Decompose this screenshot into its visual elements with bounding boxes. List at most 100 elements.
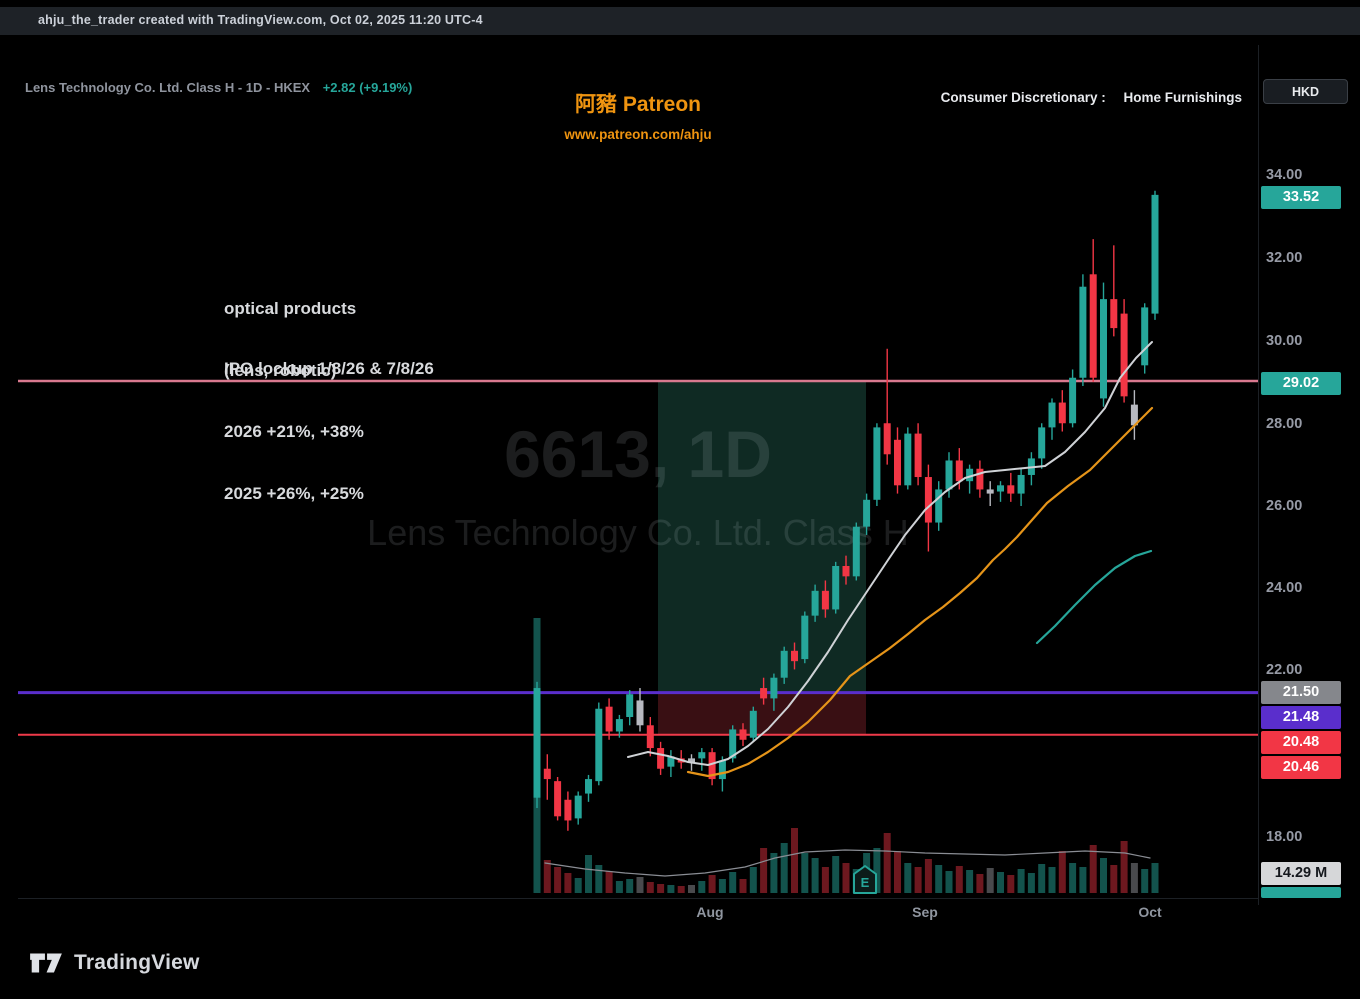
publish-top-bar: ahju_the_trader created with TradingView…	[0, 7, 1360, 35]
candle-body	[821, 590, 829, 610]
volume-bar	[1027, 873, 1035, 893]
earnings-icon-letter: E	[861, 875, 870, 890]
volume-bar	[780, 843, 788, 893]
tradingview-logo[interactable]: TradingView	[28, 948, 200, 978]
time-axis[interactable]: Aug Sep Oct	[18, 898, 1258, 935]
time-label: Oct	[1138, 904, 1162, 920]
candle-body	[605, 706, 613, 732]
candle-body	[894, 439, 901, 486]
note-line: 2026 +21%, +38%	[224, 422, 364, 441]
note-line: optical products	[224, 299, 357, 318]
candle-body	[1141, 307, 1149, 366]
volume-bar	[615, 881, 623, 893]
candle-body	[1120, 313, 1128, 397]
candle-body	[543, 768, 551, 780]
candle-body	[1100, 299, 1107, 399]
volume-bar	[1100, 858, 1107, 893]
volume-bar	[564, 873, 572, 893]
volume-bar	[554, 867, 562, 893]
candle-body	[595, 708, 603, 782]
volume-bar	[605, 871, 613, 893]
price-badge: 20.46	[1261, 755, 1341, 779]
candle-body	[801, 615, 809, 660]
candle-body	[791, 650, 798, 662]
volume-bar	[1069, 863, 1077, 893]
volume-bar	[1110, 865, 1118, 893]
volume-bar	[997, 872, 1004, 893]
candle-body	[955, 460, 963, 482]
volume-bar	[574, 878, 582, 893]
sector-info: Consumer Discretionary : Home Furnishing…	[941, 90, 1242, 105]
tradingview-logo-text: TradingView	[74, 951, 200, 974]
volume-bar	[760, 848, 768, 893]
candle-body	[986, 489, 994, 494]
publish-attribution-text: ahju_the_trader created with TradingView…	[38, 13, 483, 27]
volume-bar	[667, 885, 675, 893]
candle-body	[667, 756, 675, 767]
candle-body	[1017, 474, 1025, 494]
price-badge: 21.50	[1261, 680, 1341, 704]
price-badge: 14.29 M	[1261, 861, 1341, 885]
candle-body	[914, 433, 922, 478]
volume-bar	[1141, 869, 1149, 893]
next-volume-badge-partial	[1261, 887, 1341, 898]
volume-bar	[646, 882, 654, 893]
candle-body	[1089, 274, 1097, 378]
price-tick: 32.00	[1266, 250, 1303, 266]
volume-bar	[585, 855, 592, 893]
candle-body	[1130, 404, 1138, 426]
volume-bar	[1079, 867, 1087, 893]
candle-body	[1069, 377, 1077, 424]
candle-body	[832, 565, 840, 610]
volume-bar	[708, 875, 716, 893]
volume-bar	[657, 884, 665, 893]
candle-body	[770, 677, 778, 699]
chart-canvas[interactable]: 6613, 1D Lens Technology Co. Ltd. Class H…	[18, 45, 1258, 905]
symbol-header: Lens Technology Co. Ltd. Class H - 1D - …	[25, 80, 412, 95]
volume-bar	[966, 870, 974, 893]
currency-button[interactable]: HKD	[1263, 79, 1348, 104]
candle-body	[585, 779, 592, 794]
volume-bar	[801, 853, 809, 893]
candle-body	[1110, 299, 1118, 329]
candle-body	[688, 758, 695, 763]
candle-body	[1079, 286, 1087, 378]
price-badge: 20.48	[1261, 730, 1341, 754]
candle-body	[646, 725, 654, 749]
volume-bar	[1048, 867, 1056, 893]
volume-bar	[914, 867, 922, 893]
volume-bar	[1130, 863, 1138, 893]
candle-body	[636, 700, 644, 726]
candle-body	[1048, 402, 1056, 428]
candle-body	[976, 468, 984, 490]
candle-body	[863, 499, 871, 527]
volume-bar	[924, 859, 932, 893]
volume-bar	[739, 879, 747, 893]
price-axis[interactable]: 34.00 32.00 30.00 28.00 26.00 24.00 22.00 18.00…	[1258, 45, 1360, 905]
volume-bar	[791, 828, 798, 893]
volume-bar	[688, 885, 695, 893]
candle-body	[533, 688, 541, 798]
candle-body	[1151, 194, 1159, 314]
candle-body	[842, 565, 850, 577]
branding-url[interactable]: www.patreon.com/ahju	[564, 127, 712, 142]
candle-body	[1038, 427, 1046, 459]
candle-body	[698, 752, 706, 759]
volume-bar	[1058, 851, 1066, 893]
symbol-watermark-line2: Lens Technology Co. Ltd. Class H	[367, 512, 909, 553]
volume-bar	[976, 874, 984, 893]
volume-bar	[945, 871, 953, 893]
price-tick: 22.00	[1266, 662, 1303, 678]
candle-body	[626, 694, 634, 718]
volume-bar	[636, 877, 644, 893]
candle-body	[966, 468, 974, 482]
volume-bar	[626, 879, 634, 893]
price-change: +2.82 (+9.19%)	[322, 80, 413, 95]
ma-long-line	[1035, 549, 1153, 645]
volume-bar	[543, 860, 551, 893]
volume-bar	[842, 863, 850, 893]
volume-bar	[955, 866, 963, 893]
candle-body	[574, 795, 582, 819]
volume-bar	[1038, 864, 1046, 893]
ma-fast-line	[627, 341, 1153, 766]
